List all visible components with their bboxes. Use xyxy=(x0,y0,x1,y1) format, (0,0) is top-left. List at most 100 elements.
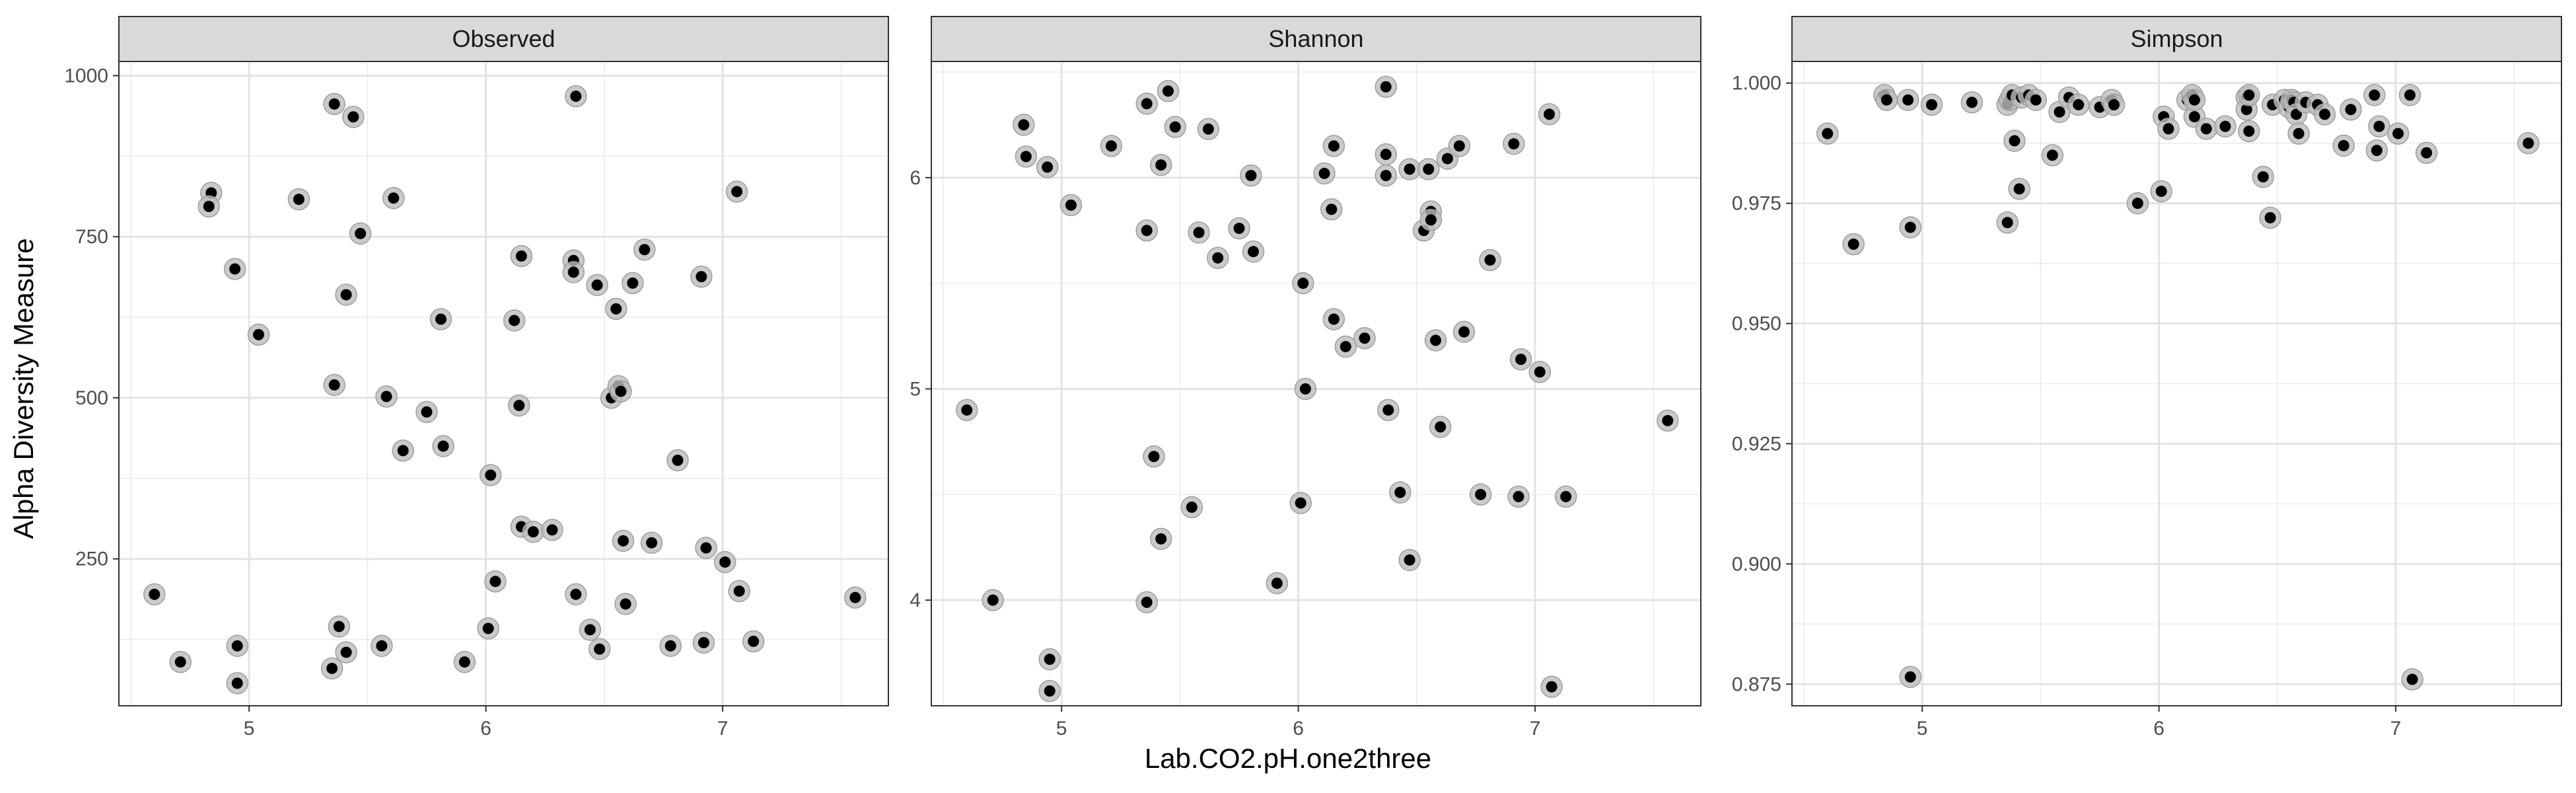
data-point xyxy=(2041,144,2064,167)
data-point-marker xyxy=(1380,149,1392,161)
panel-border xyxy=(1791,61,2562,706)
data-point xyxy=(588,638,611,660)
data-point xyxy=(1398,158,1421,180)
data-point-marker xyxy=(570,91,582,102)
data-point xyxy=(982,589,1004,611)
data-point-marker xyxy=(570,588,582,600)
data-point-marker xyxy=(1902,94,1914,106)
data-point xyxy=(2365,139,2388,162)
data-point xyxy=(2398,84,2421,106)
data-point-marker xyxy=(1141,98,1153,110)
data-point-marker xyxy=(509,315,520,326)
facet-strip xyxy=(931,16,1701,62)
data-point xyxy=(503,309,526,332)
data-point xyxy=(1469,483,1492,506)
data-point-marker xyxy=(1430,334,1442,346)
data-point xyxy=(1100,135,1123,157)
data-point-marker xyxy=(2522,137,2534,149)
data-point xyxy=(371,634,393,658)
data-point-marker xyxy=(2073,98,2085,110)
data-point-marker xyxy=(1560,491,1572,503)
data-point-marker xyxy=(1340,341,1351,353)
data-point xyxy=(612,529,635,552)
data-point xyxy=(335,283,357,306)
data-point xyxy=(226,634,248,658)
data-point-marker xyxy=(987,594,999,606)
data-point xyxy=(562,261,585,283)
data-point-marker xyxy=(1546,681,1557,693)
data-point-marker xyxy=(1141,596,1153,608)
data-point-marker xyxy=(2421,147,2433,159)
facet-panel-shannon: Shannon 5 6 7 4 5 6 xyxy=(910,16,1701,739)
data-point-marker xyxy=(1458,326,1470,338)
data-point xyxy=(2008,178,2030,200)
data-point xyxy=(2126,192,2149,215)
data-point xyxy=(2517,132,2540,155)
data-point xyxy=(1554,485,1577,508)
data-point xyxy=(610,380,632,402)
data-point-marker xyxy=(584,624,596,636)
data-point-marker xyxy=(1318,167,1330,179)
data-point-marker xyxy=(2373,120,2385,132)
data-point xyxy=(169,650,192,673)
x-tick-label: 5 xyxy=(1056,718,1067,739)
data-point xyxy=(323,93,345,116)
data-point xyxy=(2003,130,2026,152)
data-point-marker xyxy=(2009,135,2021,147)
data-point xyxy=(477,617,499,640)
data-point-marker xyxy=(696,271,707,283)
data-point-marker xyxy=(615,385,627,397)
data-point xyxy=(1375,143,1397,166)
data-point-marker xyxy=(2001,217,2013,229)
data-point-marker xyxy=(174,656,186,668)
data-point-marker xyxy=(1435,421,1447,433)
data-point xyxy=(1228,217,1250,240)
data-point xyxy=(1149,153,1172,176)
data-point xyxy=(320,657,343,680)
data-point-marker xyxy=(1169,121,1181,133)
data-point xyxy=(956,398,978,422)
data-point-marker xyxy=(731,186,743,198)
data-point-marker xyxy=(1044,654,1055,665)
data-point xyxy=(1188,221,1210,244)
data-point xyxy=(1996,211,2019,234)
data-point xyxy=(1960,91,1984,114)
y-tick-label: 500 xyxy=(75,387,108,409)
data-point xyxy=(1294,377,1317,400)
facet-strip-label: Simpson xyxy=(2130,25,2223,52)
data-point xyxy=(223,258,246,280)
data-point-marker xyxy=(1423,163,1435,175)
data-point-marker xyxy=(231,677,243,689)
data-point-marker xyxy=(1382,404,1394,416)
data-point-marker xyxy=(347,111,359,123)
data-point-marker xyxy=(1425,214,1437,226)
data-point xyxy=(565,85,587,108)
data-point xyxy=(2238,120,2260,143)
data-point-marker xyxy=(1380,81,1392,93)
facet-strip xyxy=(118,16,889,62)
data-point xyxy=(690,265,713,288)
data-point xyxy=(415,400,438,424)
data-point xyxy=(2238,84,2260,106)
data-point-marker xyxy=(1515,354,1527,365)
data-point xyxy=(1816,122,1839,145)
data-point xyxy=(1657,409,1679,432)
x-tick-label: 7 xyxy=(2390,718,2402,739)
data-point xyxy=(480,464,502,486)
data-point-marker xyxy=(340,646,352,658)
data-point-marker xyxy=(1508,138,1520,150)
data-point xyxy=(287,188,310,211)
data-point xyxy=(429,308,452,330)
data-point-marker xyxy=(2243,126,2255,137)
data-point-marker xyxy=(1141,225,1153,237)
data-point xyxy=(1452,321,1476,343)
data-point xyxy=(432,435,454,457)
data-point-marker xyxy=(2054,106,2065,118)
data-point xyxy=(1479,248,1501,272)
data-point xyxy=(1266,572,1289,595)
data-point xyxy=(633,238,656,261)
data-point-marker xyxy=(1925,98,1937,110)
data-point-marker xyxy=(203,200,215,212)
data-point-marker xyxy=(1065,199,1077,211)
data-point xyxy=(1013,114,1035,136)
